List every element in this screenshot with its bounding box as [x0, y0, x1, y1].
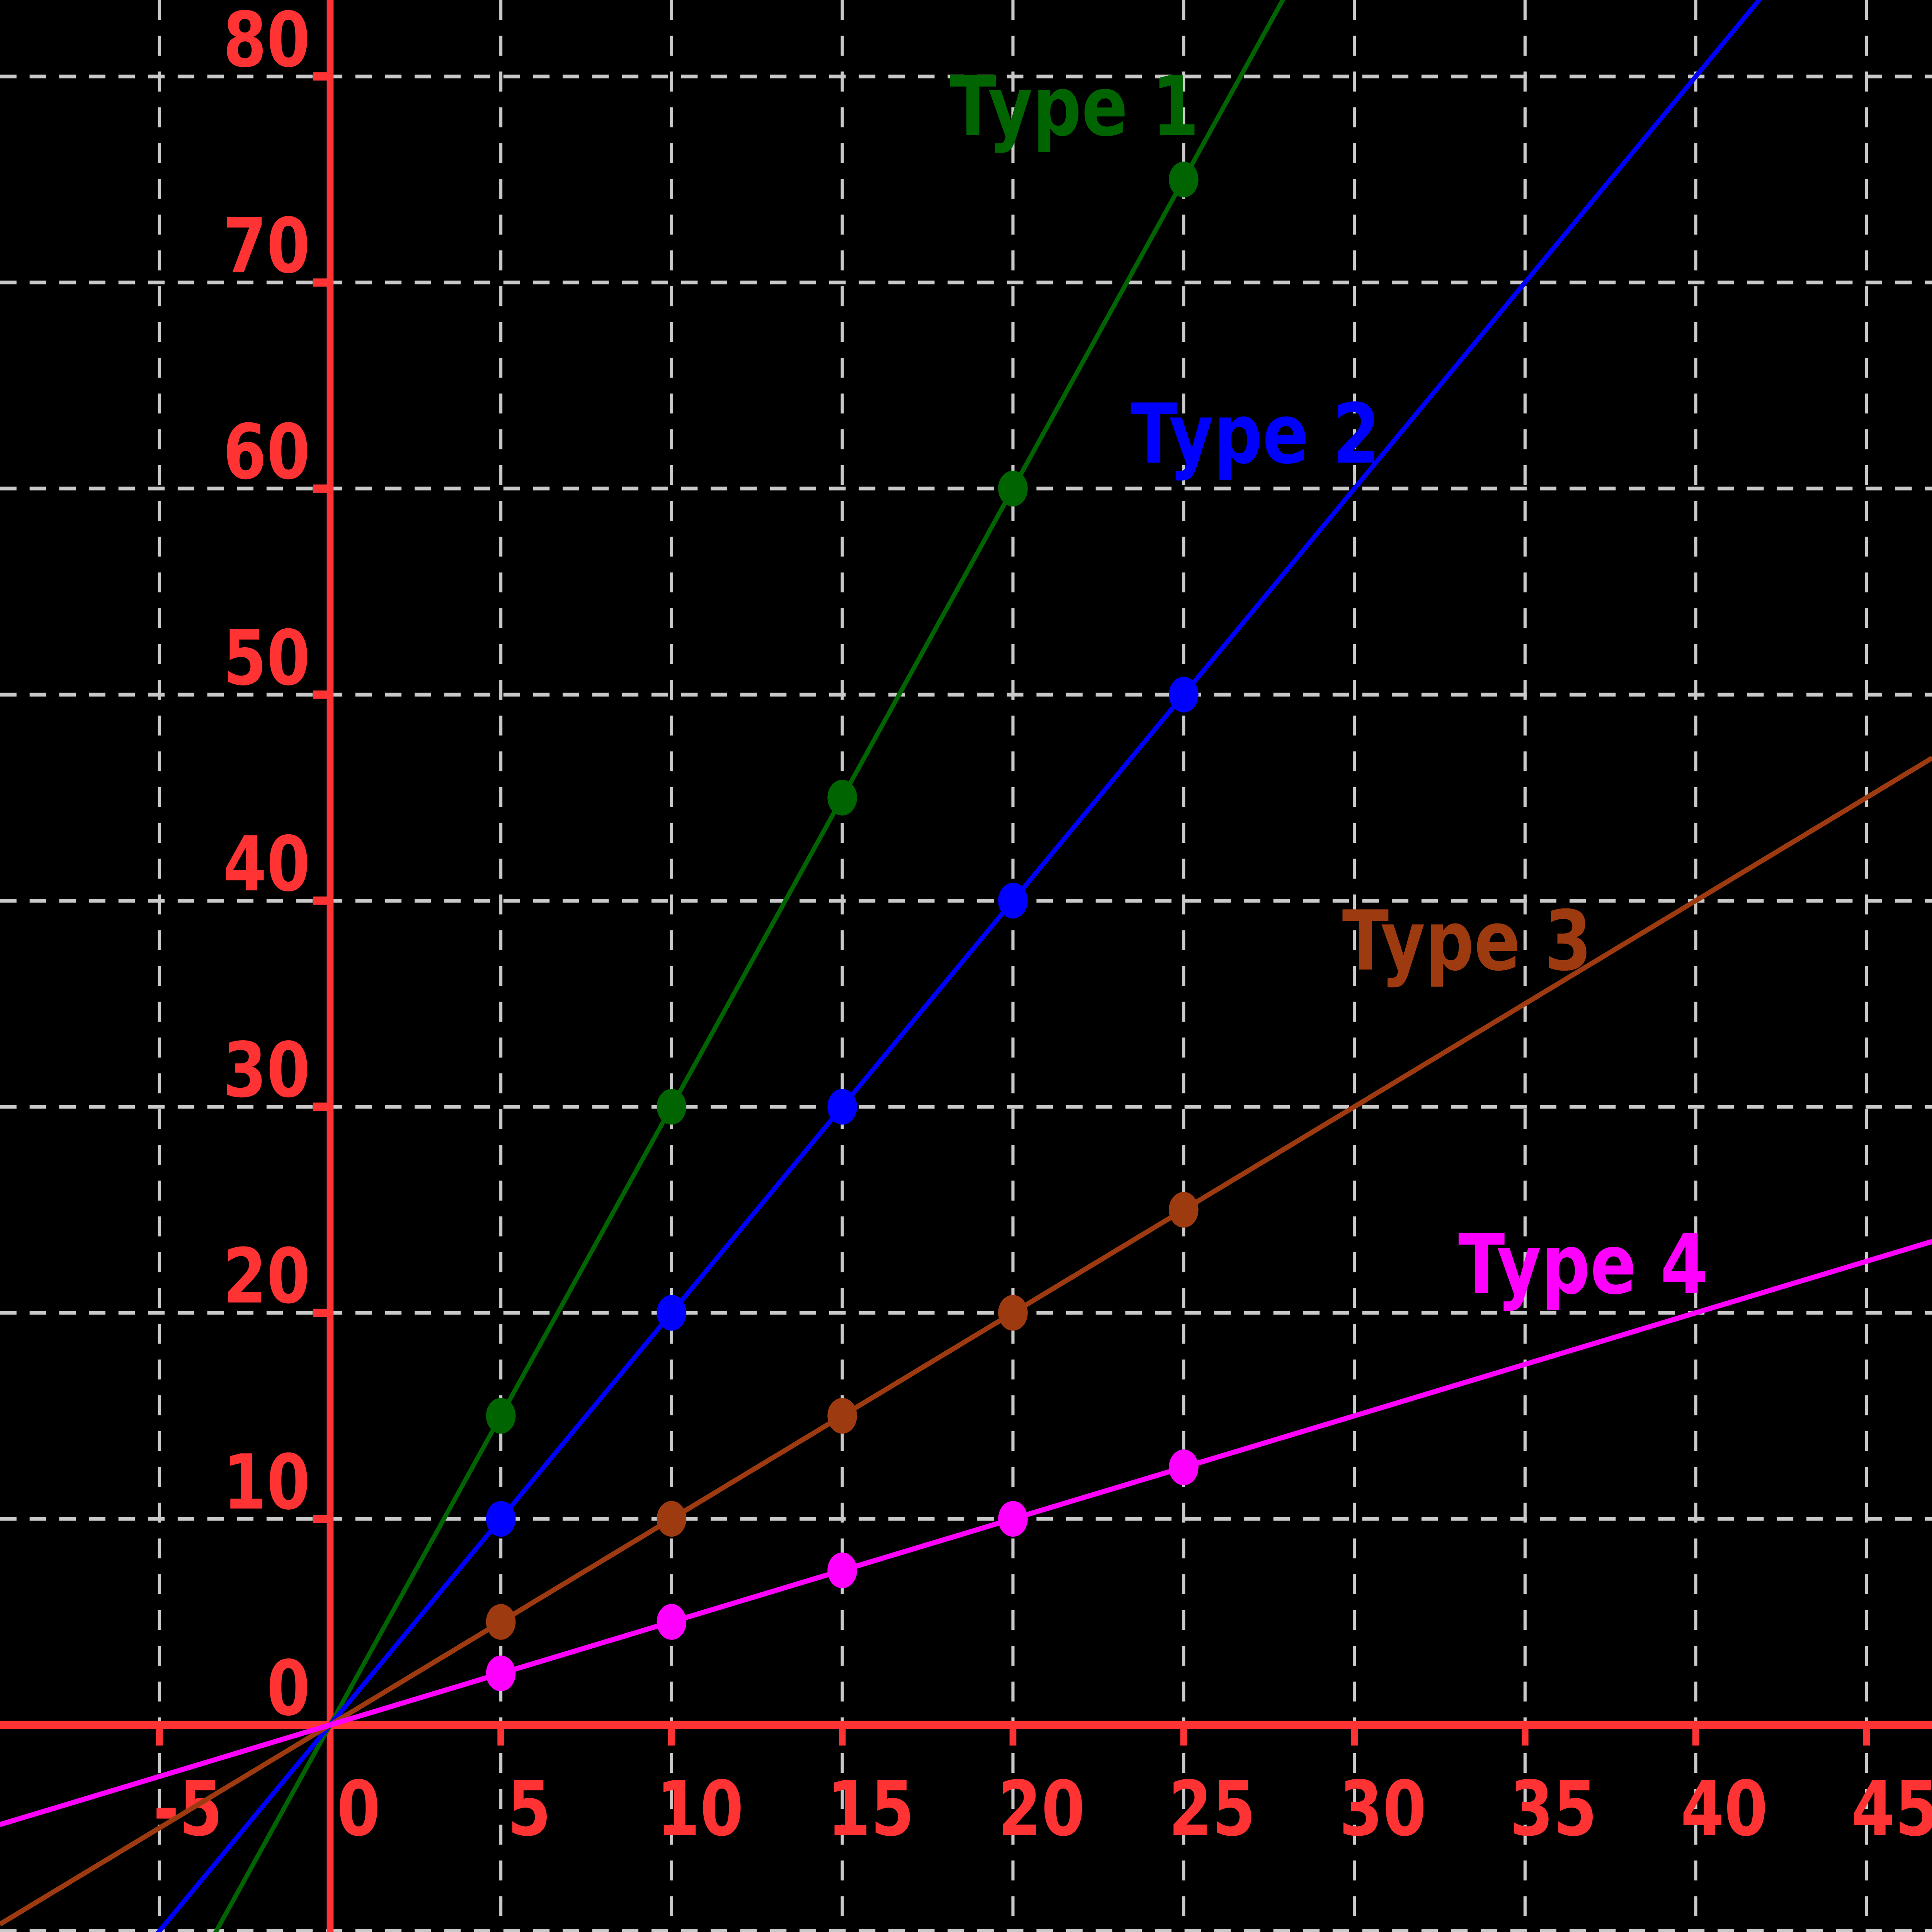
y-tick-label-10: 10: [223, 1439, 310, 1527]
x-tick-label-15: 15: [827, 1765, 915, 1853]
x-tick-label-40: 40: [1680, 1765, 1768, 1853]
y-tick-label-80: 80: [223, 0, 310, 84]
data-point-type-1-x10: [656, 1088, 687, 1125]
x-tick-label-25: 25: [1168, 1765, 1256, 1853]
x-tick-label-5: 5: [507, 1765, 551, 1853]
series-label-type-2: Type 2: [1131, 386, 1380, 482]
data-point-type-2-x20: [998, 883, 1028, 919]
series-label-type-4: Type 4: [1458, 1217, 1708, 1313]
data-point-type-3-x25: [1168, 1192, 1199, 1228]
data-point-type-1-x20: [998, 471, 1028, 507]
data-point-type-4-x25: [1168, 1449, 1199, 1485]
y-tick-label-0: 0: [267, 1645, 310, 1733]
data-point-type-4-x20: [998, 1501, 1028, 1537]
x-tick-label-45: 45: [1851, 1765, 1932, 1853]
data-point-type-1-x25: [1168, 162, 1199, 197]
series-label-type-3: Type 3: [1342, 893, 1592, 989]
data-point-type-2-x5: [486, 1501, 516, 1537]
x-tick-label-10: 10: [656, 1765, 744, 1853]
x-tick-label-35: 35: [1510, 1765, 1597, 1853]
data-point-type-3-x15: [827, 1398, 857, 1434]
data-point-type-3-x5: [486, 1604, 516, 1640]
y-tick-label-20: 20: [223, 1233, 310, 1321]
series-label-type-1: Type 1: [949, 59, 1199, 155]
data-point-type-4-x10: [656, 1604, 687, 1640]
x-tick-label-0: 0: [337, 1765, 381, 1853]
data-point-type-1-x15: [827, 780, 857, 816]
y-tick-label-30: 30: [223, 1027, 310, 1115]
data-point-type-2-x15: [827, 1088, 857, 1125]
x-tick-label-20: 20: [998, 1765, 1085, 1853]
data-point-type-2-x10: [656, 1295, 687, 1331]
data-point-type-3-x20: [998, 1295, 1028, 1331]
data-point-type-4-x15: [827, 1552, 857, 1588]
y-tick-label-50: 50: [223, 614, 310, 702]
series-line-type-3: [0, 755, 1932, 1927]
y-tick-label-70: 70: [223, 202, 310, 291]
y-tick-label-60: 60: [223, 408, 310, 497]
data-point-type-2-x25: [1168, 677, 1199, 713]
data-point-type-3-x10: [656, 1501, 687, 1537]
series-line-type-4: [0, 1239, 1932, 1827]
data-point-type-1-x5: [486, 1398, 516, 1434]
y-tick-label-40: 40: [223, 820, 310, 908]
data-point-type-4-x5: [486, 1655, 516, 1692]
x-tick-label-30: 30: [1339, 1765, 1427, 1853]
